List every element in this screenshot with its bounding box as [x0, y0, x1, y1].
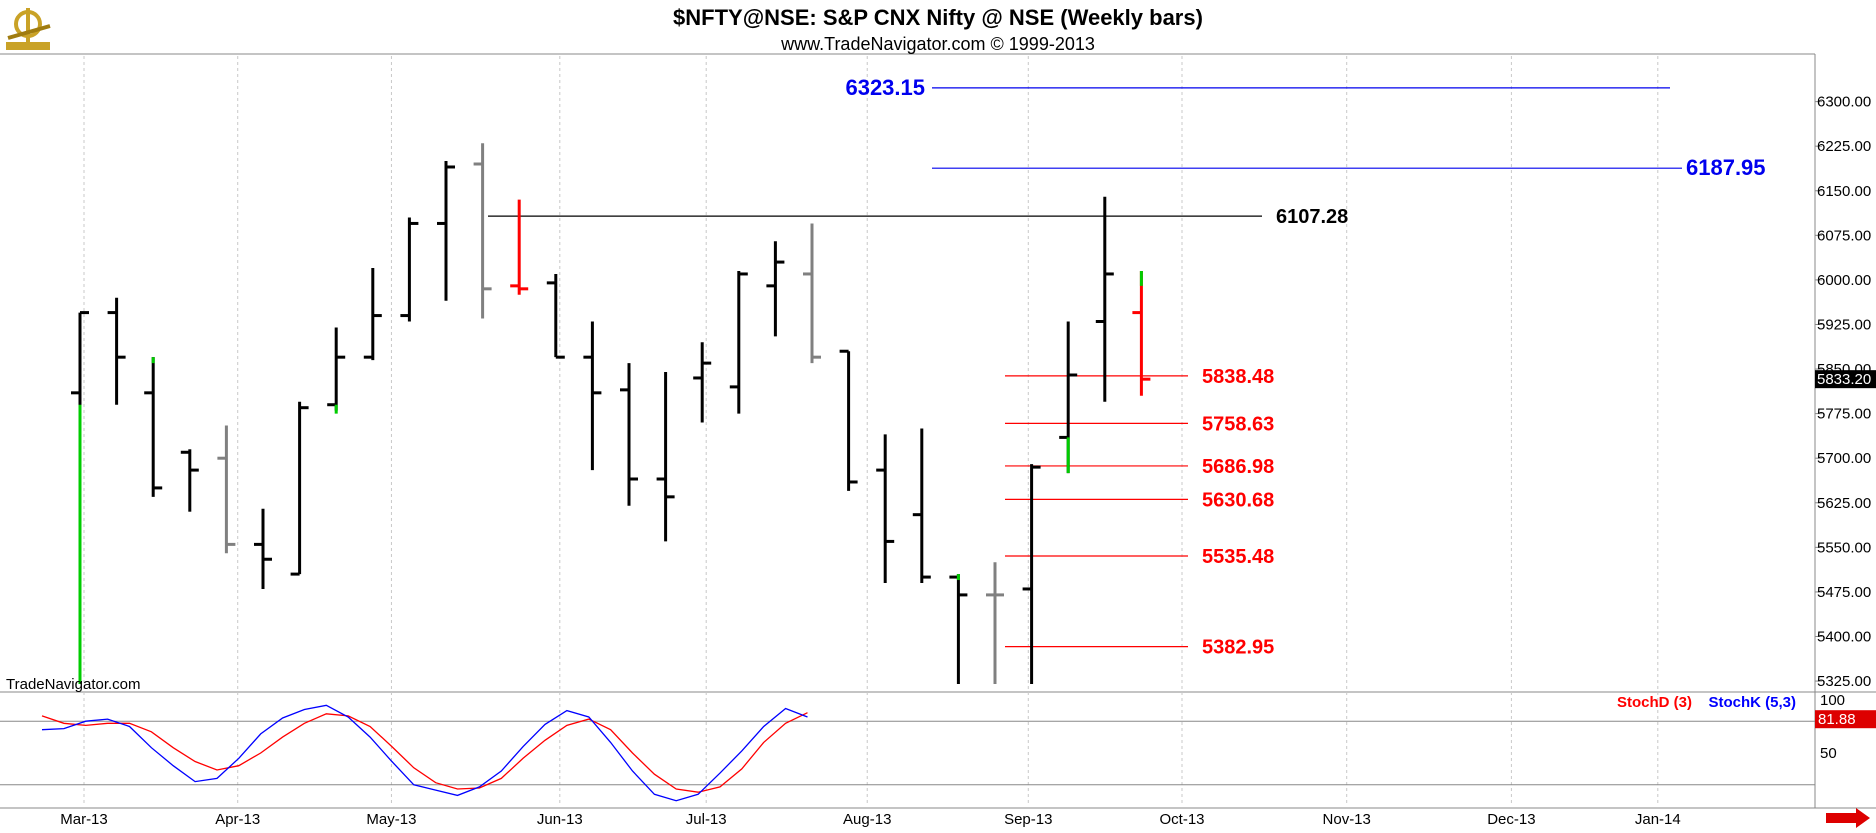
y-tick-label: 5325.00: [1817, 673, 1871, 690]
price-level-label: 5686.98: [1202, 456, 1274, 478]
x-tick-label: Oct-13: [1159, 811, 1204, 828]
ohlc-bar: [1132, 270, 1151, 396]
x-tick-label: May-13: [366, 811, 416, 828]
ohlc-bar: [803, 223, 821, 364]
y-tick-label: 5550.00: [1817, 539, 1871, 556]
y-tick-label: 6150.00: [1817, 183, 1871, 200]
price-level-label: 6107.28: [1276, 206, 1348, 228]
y-tick-label: 5400.00: [1817, 629, 1871, 646]
price-level-label: 5758.63: [1202, 413, 1274, 435]
chart-subtitle: www.TradeNavigator.com © 1999-2013: [780, 34, 1095, 54]
y-tick-label: 5475.00: [1817, 584, 1871, 601]
price-level-label: 6187.95: [1686, 155, 1766, 180]
ohlc-bar: [71, 311, 89, 685]
price-level: 5838.48: [1005, 366, 1274, 388]
price-axis: 6300.00 6225.00 6150.00 6075.00 6000.00 5925.…: [1815, 94, 1876, 690]
ohlc-bar: [620, 363, 638, 506]
price-level-label: 5382.95: [1202, 637, 1274, 659]
ohlc-bar: [180, 449, 199, 512]
ohlc-bar: [144, 357, 163, 497]
y-tick-label: 5925.00: [1817, 316, 1871, 333]
stochastic-panel: 100 50 StochD (3) StochK (5,3) 81.88: [0, 692, 1876, 802]
x-tick-label: Mar-13: [60, 811, 108, 828]
y-tick-label: 6225.00: [1817, 138, 1871, 155]
ohlc-bar: [986, 562, 1004, 685]
stoch-d-line: [41, 712, 808, 793]
price-level: 6107.28: [488, 206, 1348, 228]
stoch-k-legend: StochK (5,3): [1708, 694, 1796, 711]
ohlc-bar: [327, 327, 346, 414]
price-level-label: 6323.15: [845, 75, 925, 100]
scroll-right-arrow-icon[interactable]: [1826, 808, 1870, 828]
stoch-last-label: 81.88: [1818, 711, 1856, 728]
y-tick-label: 5625.00: [1817, 495, 1871, 512]
x-tick-label: Nov-13: [1323, 811, 1371, 828]
last-price-tag: [1815, 370, 1876, 389]
chart-title: $NFTY@NSE: S&P CNX Nifty @ NSE (Weekly b…: [673, 5, 1203, 30]
y-tick-label: 6000.00: [1817, 272, 1871, 289]
ohlc-bar: [1059, 321, 1078, 474]
x-tick-label: Dec-13: [1487, 811, 1535, 828]
y-tick-label: 6300.00: [1817, 94, 1871, 111]
stoch-tick-label: 100: [1820, 692, 1845, 709]
y-tick-label: 6075.00: [1817, 227, 1871, 244]
ohlc-bar: [1095, 196, 1114, 402]
price-level: 5382.95: [1005, 637, 1274, 659]
price-levels: 6323.15 6187.95 6107.28 5838.48 5758.63 5686.…: [488, 75, 1766, 659]
stoch-last-tag: [1815, 710, 1876, 729]
ohlc-bar: [217, 425, 236, 554]
x-tick-label: Sep-13: [1004, 811, 1052, 828]
y-tick-label: 5700.00: [1817, 450, 1871, 467]
price-level: 5535.48: [1005, 546, 1274, 568]
x-tick-label: Jun-13: [537, 811, 583, 828]
price-level-label: 5535.48: [1202, 546, 1274, 568]
ohlc-bar: [1022, 464, 1041, 685]
price-level-label: 5838.48: [1202, 366, 1274, 388]
x-tick-label: Aug-13: [843, 811, 891, 828]
ohlc-bar: [949, 574, 968, 685]
price-level: 6323.15: [845, 75, 1670, 100]
ohlc-bar: [107, 297, 126, 405]
price-level: 5630.68: [1005, 489, 1274, 511]
ohlc-bar: [876, 434, 895, 584]
ohlc-bar: [583, 321, 602, 471]
ohlc-bar: [400, 217, 419, 322]
x-tick-label: Jul-13: [686, 811, 727, 828]
ohlc-bar: [729, 270, 748, 414]
date-axis: Mar-13 Apr-13 May-13 Jun-13 Jul-13 Aug-13 Sep-…: [60, 811, 1680, 828]
ohlc-bar: [363, 268, 382, 361]
price-level: 5758.63: [1005, 413, 1274, 435]
x-tick-label: Jan-14: [1635, 811, 1681, 828]
ohlc-bar: [290, 401, 309, 576]
ohlc-bar: [839, 349, 858, 491]
watermark: TradeNavigator.com: [6, 676, 141, 693]
sextant-logo-icon: [6, 8, 51, 50]
ohlc-bar: [546, 273, 565, 359]
last-price-label: 5833.20: [1817, 371, 1871, 388]
grid-lines: [83, 56, 1659, 806]
stoch-k-line: [41, 704, 808, 802]
ohlc-bar: [693, 342, 712, 423]
ohlc-bar: [473, 143, 492, 319]
ohlc-bar: [912, 428, 931, 584]
x-tick-label: Apr-13: [215, 811, 260, 828]
price-bars: [71, 143, 1151, 685]
stoch-d-legend: StochD (3): [1617, 694, 1692, 711]
price-level: 6187.95: [932, 155, 1766, 180]
y-tick-label: 5775.00: [1817, 406, 1871, 423]
ohlc-bar: [437, 161, 455, 301]
ohlc-bar: [656, 372, 675, 542]
ohlc-bar: [510, 199, 529, 295]
price-level-label: 5630.68: [1202, 489, 1274, 511]
ohlc-bar: [766, 241, 785, 337]
stoch-tick-label: 50: [1820, 745, 1837, 762]
ohlc-bar: [254, 508, 272, 589]
